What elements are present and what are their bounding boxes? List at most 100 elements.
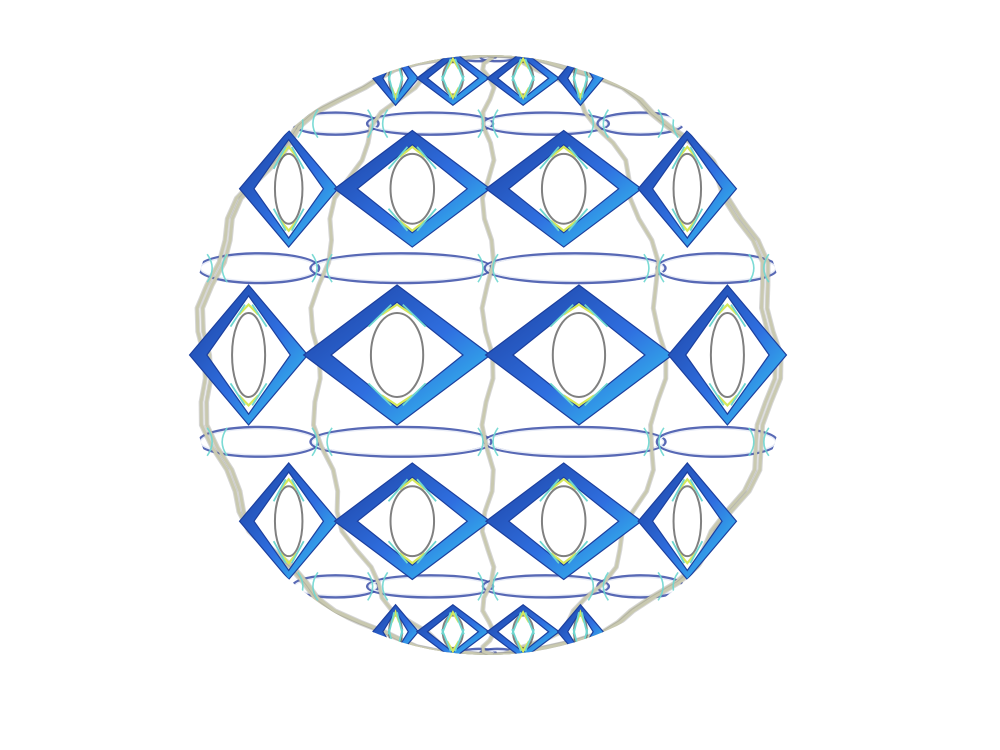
accent-cyan: [367, 303, 427, 328]
accent-yellow: [398, 219, 426, 233]
strand: [201, 55, 494, 655]
inner-coil: [672, 152, 703, 225]
accent-cyan: [539, 146, 589, 170]
accent-cyan: [671, 208, 704, 232]
accent-yellow: [678, 552, 697, 565]
accent-cyan: [549, 382, 609, 407]
connector-motif: [748, 253, 770, 283]
connector-motif: [748, 427, 770, 457]
accent-yellow: [716, 303, 738, 316]
accent-cyan: [511, 628, 535, 652]
inner-coil: [573, 614, 588, 649]
accent-cyan: [272, 146, 305, 170]
accent-yellow: [398, 552, 426, 565]
inner-coil: [389, 152, 436, 225]
diamond-cell: [637, 129, 738, 248]
accent-cyan: [539, 478, 589, 502]
strand-shadow: [194, 55, 494, 655]
accent-yellow: [238, 303, 260, 316]
inner-coil: [273, 152, 304, 225]
accent-cyan: [387, 146, 437, 170]
accent-yellow: [678, 145, 697, 158]
inner-coil: [369, 312, 425, 398]
connector-motif: [367, 571, 389, 601]
connector-motif: [206, 427, 228, 457]
strand: [195, 55, 494, 655]
accent-yellow: [381, 394, 413, 407]
accent-cyan: [367, 382, 427, 407]
accent-yellow: [238, 394, 260, 407]
accent-cyan: [229, 382, 268, 406]
diamond-cell: [637, 462, 738, 581]
ring-highlight: [368, 576, 492, 597]
connector-motif: [587, 571, 609, 601]
inner-coil: [709, 312, 745, 398]
accent-yellow: [279, 145, 298, 158]
accent-cyan: [708, 382, 747, 406]
accent-yellow: [575, 55, 586, 70]
accent-cyan: [387, 478, 437, 502]
accent-cyan: [272, 478, 305, 502]
accent-cyan: [539, 208, 589, 232]
connector-motif: [477, 109, 499, 139]
accent-yellow: [279, 552, 298, 565]
ring-highlight: [368, 113, 492, 134]
connector-motif: [477, 571, 499, 601]
strand-shadow: [200, 55, 494, 655]
accent-yellow: [716, 394, 738, 407]
sphere-body: [188, 55, 788, 655]
accent-cyan: [441, 628, 465, 652]
accent-cyan: [708, 304, 747, 328]
connector-motif: [477, 427, 499, 457]
diamond-cell: [302, 284, 492, 426]
accent-cyan: [572, 75, 589, 98]
accent-cyan: [549, 303, 609, 328]
accent-cyan: [387, 208, 437, 232]
accent-cyan: [272, 208, 305, 232]
inner-coil: [231, 312, 267, 398]
accent-yellow: [550, 477, 578, 491]
connector-motif: [367, 109, 389, 139]
inner-coil: [512, 61, 535, 96]
connector-motif: [206, 253, 228, 283]
inner-coil: [388, 61, 403, 96]
connector-motif: [311, 253, 333, 283]
ring-highlight: [311, 254, 491, 282]
accent-cyan: [229, 304, 268, 328]
diamond-cell: [667, 284, 788, 426]
connector-motif: [587, 109, 609, 139]
accent-cyan: [671, 478, 704, 502]
inner-coil: [540, 152, 587, 225]
accent-yellow: [575, 640, 586, 655]
accent-yellow: [550, 552, 578, 565]
ring-highlight: [484, 576, 608, 597]
inner-coil: [388, 614, 403, 649]
accent-cyan: [671, 146, 704, 170]
ring-highlight: [311, 428, 491, 456]
ring: [483, 252, 667, 285]
inner-coil: [512, 614, 535, 649]
accent-cyan: [511, 75, 535, 99]
accent-yellow: [390, 640, 401, 655]
accent-yellow: [279, 220, 298, 233]
accent-yellow: [563, 394, 595, 407]
accent-yellow: [398, 145, 426, 158]
strand-shadow: [487, 55, 784, 655]
inner-coil: [540, 485, 587, 558]
accent-yellow: [678, 477, 697, 490]
inner-coil: [441, 614, 464, 649]
inner-coil: [551, 312, 607, 398]
accent-cyan: [539, 540, 589, 564]
connector-motif: [643, 253, 665, 283]
accent-yellow: [390, 55, 401, 70]
accent-yellow: [563, 303, 595, 316]
strand: [487, 55, 778, 655]
strand: [487, 55, 783, 655]
inner-coil: [672, 485, 703, 558]
ring-highlight: [485, 254, 665, 282]
accent-yellow: [381, 303, 413, 316]
ring-highlight: [485, 428, 665, 456]
ring-highlight: [658, 254, 777, 282]
